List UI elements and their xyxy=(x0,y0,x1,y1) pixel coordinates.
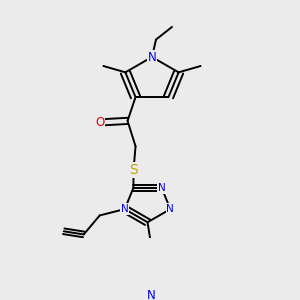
Text: N: N xyxy=(147,289,156,300)
Text: N: N xyxy=(121,204,129,214)
Text: N: N xyxy=(167,204,174,214)
Text: N: N xyxy=(148,50,156,64)
Text: O: O xyxy=(95,116,104,129)
Text: S: S xyxy=(129,163,138,177)
Text: N: N xyxy=(158,183,166,193)
